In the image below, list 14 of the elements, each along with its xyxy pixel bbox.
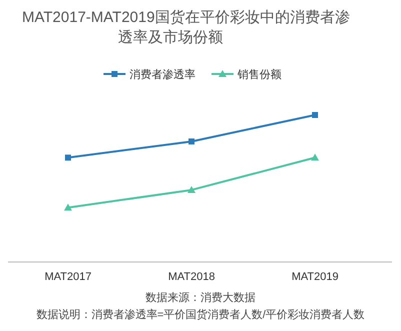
point <box>65 154 71 161</box>
x-tick-label: MAT2019 <box>292 271 338 283</box>
point <box>311 154 319 161</box>
point <box>188 186 196 193</box>
chart-title: MAT2017-MAT2019国货在平价彩妆中的消费者渗透率及市场份额 <box>22 9 350 46</box>
legend-label: 消费者渗透率 <box>130 68 196 81</box>
text: 数据说明：消费者渗透率=平价国货消费者人数/平价彩妆消费者人数 <box>36 308 365 321</box>
point <box>312 112 318 118</box>
legend-label: 销售份额 <box>236 68 282 81</box>
x-tick-label: MAT2018 <box>168 271 215 283</box>
x-tick-label: MAT2017 <box>44 271 92 283</box>
source-note: 数据来源：消费大数据 <box>146 291 256 304</box>
point <box>188 138 194 144</box>
point <box>64 204 72 211</box>
